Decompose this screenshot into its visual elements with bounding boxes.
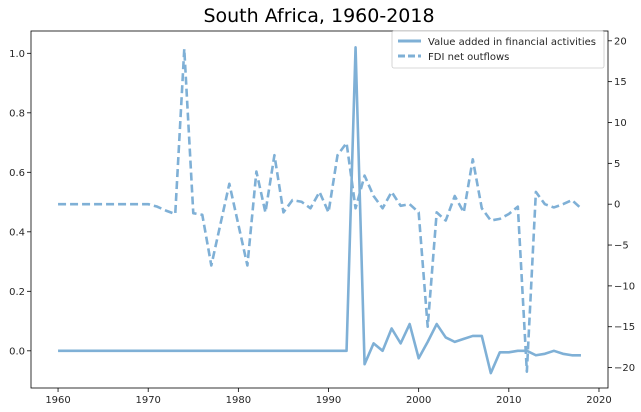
x-tick-label: 2000	[406, 395, 431, 406]
legend-label-financial: Value added in financial activities	[428, 37, 596, 48]
y2-tick-label: 0	[614, 200, 620, 211]
legend: Value added in financial activities FDI …	[391, 30, 605, 69]
y-tick-label: 0.0	[9, 346, 25, 357]
series-lines	[58, 46, 582, 375]
y2-tick-label: −5	[614, 241, 629, 252]
legend-box	[391, 30, 605, 69]
y-tick-label: 0.6	[9, 168, 25, 179]
y-axis-left: 0.0 0.2 0.4 0.6 0.8 1.0	[9, 49, 31, 357]
y2-tick-label: −20	[614, 363, 635, 374]
series-line-0	[58, 46, 581, 375]
y-tick-label: 0.8	[9, 108, 25, 119]
y2-tick-label: 10	[614, 118, 627, 129]
x-tick-label: 2010	[496, 395, 521, 406]
x-tick-label: 1990	[316, 395, 341, 406]
y2-tick-label: 5	[614, 159, 620, 170]
y-tick-label: 1.0	[9, 49, 25, 60]
series-line-1	[58, 47, 582, 373]
x-tick-label: 2020	[586, 395, 611, 406]
chart-title: South Africa, 1960-2018	[203, 5, 434, 27]
plot-frame	[30, 30, 609, 389]
x-axis: 1960 1970 1980 1990 2000 2010 2020	[45, 388, 612, 406]
y-tick-label: 0.2	[9, 287, 25, 298]
x-tick-label: 1970	[135, 395, 160, 406]
y-axis-right: −20 −15 −10 −5 0 5 10 15 20	[608, 36, 635, 374]
legend-label-fdi: FDI net outflows	[428, 52, 509, 63]
y2-tick-label: 15	[614, 77, 627, 88]
x-tick-label: 1960	[45, 395, 70, 406]
y2-tick-label: 20	[614, 36, 627, 47]
y2-tick-label: −15	[614, 322, 635, 333]
y-tick-label: 0.4	[9, 227, 25, 238]
y2-tick-label: −10	[614, 281, 635, 292]
x-tick-label: 1980	[226, 395, 251, 406]
